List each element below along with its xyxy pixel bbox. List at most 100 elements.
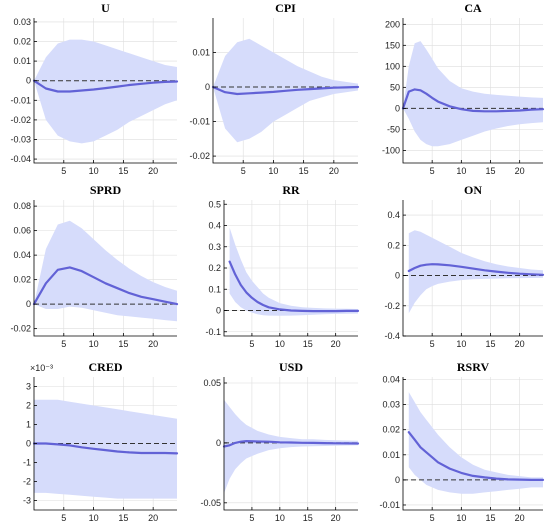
x-tick-label: 5 xyxy=(249,513,254,523)
panel-on: 5 10 15 20 0.4 0.2 0 -0.2 -0.4 ON xyxy=(384,183,545,349)
y-tick-label: -0.01 xyxy=(10,95,31,105)
axis-lines xyxy=(223,200,358,337)
x-tick-label: 5 xyxy=(430,166,435,176)
y-tick-label: -0.2 xyxy=(384,301,400,311)
x-tick-label: 10 xyxy=(268,166,278,176)
axis-lines xyxy=(402,377,543,511)
impulse-response-line xyxy=(32,79,179,93)
panel-title: CA xyxy=(464,1,482,15)
y-tick-label: -0.01 xyxy=(189,117,210,127)
y-tick-label: 0.08 xyxy=(13,201,31,211)
panel-title: RSRV xyxy=(457,360,490,374)
y-tick-label: 0.03 xyxy=(382,400,400,410)
panel-title: SPRD xyxy=(90,183,122,197)
y-tick-label: -0.01 xyxy=(379,500,400,510)
impulse-response-line xyxy=(32,442,179,455)
impulse-response-line xyxy=(407,263,545,276)
y-tick-label: 0.1 xyxy=(208,284,221,294)
x-tick-label: 15 xyxy=(485,339,495,349)
x-tick-label: 5 xyxy=(249,339,254,349)
x-tick-label: 10 xyxy=(275,513,285,523)
x-tick-label: 20 xyxy=(515,339,525,349)
x-tick-label: 5 xyxy=(430,339,435,349)
y-tick-label: 2 xyxy=(26,401,31,411)
y-tick-label: -0.04 xyxy=(10,154,31,164)
x-tick-label: 20 xyxy=(329,166,339,176)
x-tick-label: 20 xyxy=(331,513,341,523)
y-tick-label: 1 xyxy=(26,420,31,430)
y-tick-label: 0.4 xyxy=(387,210,400,220)
x-tick-label: 10 xyxy=(89,513,99,523)
x-tick-label: 10 xyxy=(456,166,466,176)
confidence-band xyxy=(229,227,358,316)
x-tick-label: 20 xyxy=(331,339,341,349)
x-tick-label: 10 xyxy=(89,166,99,176)
y-tick-label: 0 xyxy=(205,82,210,92)
y-tick-label: -0.4 xyxy=(384,331,400,341)
impulse-response-line xyxy=(222,440,360,448)
panel-ca: 5 10 15 20 200 150 100 50 0 -50 -100 CA xyxy=(382,1,545,176)
x-tick-label: 15 xyxy=(485,166,495,176)
y-tick-label: 0.4 xyxy=(208,221,221,231)
y-tick-label: 0.01 xyxy=(192,48,210,58)
panel-title: USD xyxy=(279,360,303,374)
x-tick-label: 15 xyxy=(118,166,128,176)
x-tick-label: 20 xyxy=(148,339,158,349)
y-tick-label: 0 xyxy=(26,439,31,449)
impulse-response-line xyxy=(407,431,545,481)
panel-title: RR xyxy=(282,183,300,197)
y-tick-label: 0.02 xyxy=(13,37,31,47)
x-tick-label: 15 xyxy=(303,339,313,349)
x-tick-label: 5 xyxy=(61,166,66,176)
y-tick-label: 0.05 xyxy=(203,378,221,388)
x-tick-label: 20 xyxy=(148,166,158,176)
y-tick-label: 0 xyxy=(395,271,400,281)
axis-lines xyxy=(33,200,177,337)
y-tick-label: -100 xyxy=(382,145,400,155)
impulse-response-line xyxy=(401,88,545,113)
y-tick-label: 150 xyxy=(385,40,400,50)
confidence-band xyxy=(224,399,358,494)
panel-title: CRED xyxy=(88,360,122,374)
x-tick-label: 10 xyxy=(456,339,466,349)
y-tick-label: 200 xyxy=(385,19,400,29)
y-tick-label: -1 xyxy=(23,458,31,468)
impulse-response-line xyxy=(211,85,360,96)
x-tick-label: 5 xyxy=(430,513,435,523)
y-tick-label: -0.02 xyxy=(189,151,210,161)
y-tick-label: 0.2 xyxy=(208,263,221,273)
axis-lines xyxy=(33,18,177,164)
y-tick-label: 0 xyxy=(26,299,31,309)
y-tick-label: 0.01 xyxy=(13,56,31,66)
y-tick-label: 0 xyxy=(216,438,221,448)
y-tick-label: 0.02 xyxy=(382,425,400,435)
panel-title: U xyxy=(101,1,110,15)
y-tick-label: -2 xyxy=(23,477,31,487)
x-tick-label: 15 xyxy=(299,166,309,176)
x-tick-label: 5 xyxy=(61,339,66,349)
y-tick-label: 100 xyxy=(385,61,400,71)
panel-cpi: 5 10 15 20 0.01 0 -0.01 -0.02 CPI xyxy=(189,1,360,176)
y-tick-label: 0.06 xyxy=(13,226,31,236)
panel-u: 5 10 15 20 0.03 0.02 0.01 0 -0.01 -0.02 -0.03 -0.04… xyxy=(10,1,179,176)
x-tick-label: 5 xyxy=(241,166,246,176)
x-tick-label: 10 xyxy=(456,513,466,523)
y-tick-label: 0.02 xyxy=(13,275,31,285)
axis-lines xyxy=(212,18,358,164)
y-tick-label: 0.04 xyxy=(382,375,400,385)
y-tick-label: -50 xyxy=(387,124,400,134)
x-tick-label: 5 xyxy=(61,513,66,523)
y-exponent-label: ×10⁻³ xyxy=(30,363,53,373)
panel-sprd: 5 10 15 20 0.08 0.06 0.04 0.02 0 -0.02 SPRD xyxy=(10,183,179,349)
panel-title: ON xyxy=(464,183,482,197)
confidence-band xyxy=(408,392,543,494)
confidence-band xyxy=(34,39,177,144)
y-tick-label: -0.02 xyxy=(10,115,31,125)
x-tick-label: 15 xyxy=(118,513,128,523)
panel-rr: 5 10 15 20 0.5 0.4 0.3 0.2 0.1 0 -0.1 RR xyxy=(205,183,360,349)
y-tick-label: 0 xyxy=(216,306,221,316)
y-tick-label: 0.5 xyxy=(208,199,221,209)
x-tick-label: 10 xyxy=(275,339,285,349)
